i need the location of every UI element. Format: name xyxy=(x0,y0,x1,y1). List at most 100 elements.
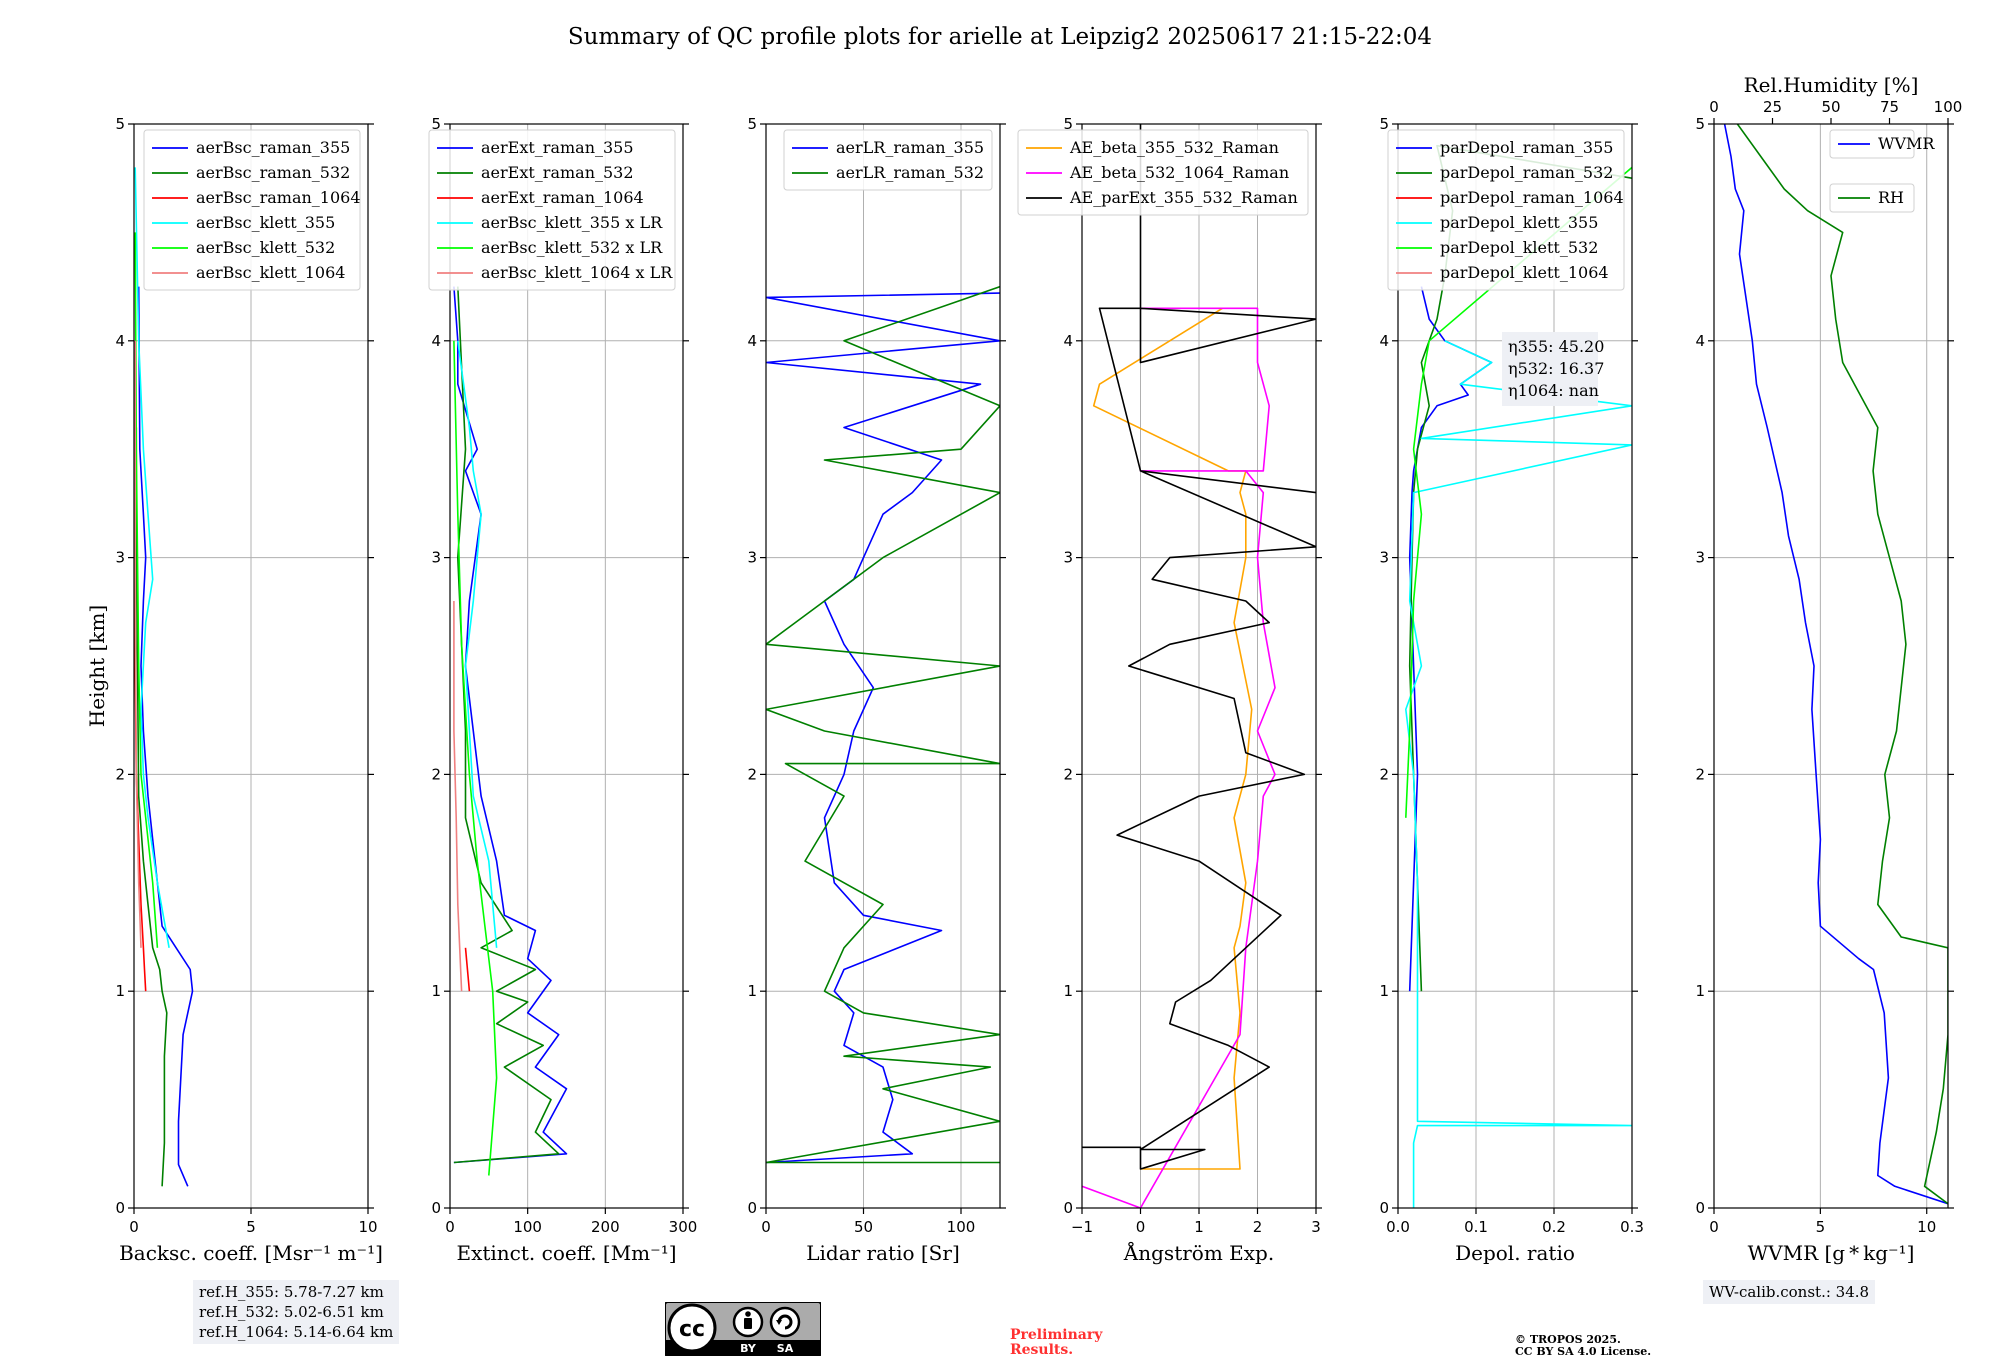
legend-label: aerLR_raman_355 xyxy=(836,138,984,157)
legend-label: WVMR xyxy=(1878,134,1935,153)
legend-label: parDepol_klett_1064 xyxy=(1440,263,1609,282)
y-tick-label: 3 xyxy=(1695,549,1705,567)
x-tick-label: 5 xyxy=(246,1218,256,1236)
legend-label: aerLR_raman_532 xyxy=(836,163,984,182)
axes-frame xyxy=(765,123,1001,1209)
legend-box xyxy=(783,129,993,191)
x-tick-label: 1 xyxy=(1194,1218,1204,1236)
legend-box xyxy=(143,129,361,291)
y-tick-label: 1 xyxy=(431,982,441,1000)
y-tick-label: 0 xyxy=(431,1199,441,1217)
legend-label: aerBsc_klett_355 x LR xyxy=(481,213,663,232)
axes-frame xyxy=(449,123,684,1209)
panel-5: 0.0 0.1 0.2 0.3 0 1 2 3 4 5 Depol. ratio parDepol_r… xyxy=(1379,115,1643,1265)
y-tick-label: 4 xyxy=(1379,332,1389,350)
series-line-pardepol-klett-355 xyxy=(1405,340,1632,1208)
y-axis-label: Height [km] xyxy=(85,605,109,727)
y-tick-label: 2 xyxy=(747,765,757,783)
x-tick-label: 0 xyxy=(445,1218,455,1236)
y-tick-label: 1 xyxy=(1695,982,1705,1000)
y-tick-label: 2 xyxy=(431,765,441,783)
x-tick-label: 0.2 xyxy=(1542,1218,1566,1236)
y-tick-label: 0 xyxy=(1695,1199,1705,1217)
x-tick-label: 50 xyxy=(854,1218,873,1236)
cc-by-sa-license-badge: cc BY SA xyxy=(664,1301,822,1357)
axes-frame xyxy=(1713,123,1949,1209)
wv-calib-box: WV-calib.const.: 34.8 xyxy=(1703,1280,1876,1304)
y-tick-label: 1 xyxy=(1379,982,1389,1000)
legend-label: aerExt_raman_355 xyxy=(481,138,634,157)
y-tick-label: 1 xyxy=(1063,982,1073,1000)
y-tick-label: 5 xyxy=(1063,115,1073,133)
y-tick-label: 4 xyxy=(431,332,441,350)
x-tick-label: 300 xyxy=(669,1218,698,1236)
series-group xyxy=(134,167,194,1187)
x-axis-label: Lidar ratio [Sr] xyxy=(806,1241,960,1265)
y-tick-label: 3 xyxy=(431,549,441,567)
x2-tick-label: 50 xyxy=(1821,98,1840,116)
x2-tick-label: 0 xyxy=(1709,98,1719,116)
copyright-line-1: © TROPOS 2025. xyxy=(1515,1333,1621,1346)
y-tick-label: 1 xyxy=(115,982,125,1000)
legend-label: aerBsc_klett_355 xyxy=(196,213,335,232)
y-tick-label: 5 xyxy=(1695,115,1705,133)
legend-label: aerBsc_raman_355 xyxy=(196,138,350,157)
x-tick-label: 100 xyxy=(513,1218,542,1236)
y-tick-label: 0 xyxy=(1379,1199,1389,1217)
series-group xyxy=(766,285,1000,1164)
svg-text:cc: cc xyxy=(679,1317,705,1342)
svg-text:BY: BY xyxy=(740,1342,757,1355)
series-line-aerbsc-raman-355 xyxy=(137,286,194,1187)
y-tick-label: 4 xyxy=(747,332,757,350)
refh-355: ref.H_355: 5.78-7.27 km xyxy=(199,1283,384,1301)
y-tick-label: 0 xyxy=(115,1199,125,1217)
panel-3: 0 50 100 0 1 2 3 4 5 Lidar ratio [Sr] aerLR_raman_… xyxy=(747,115,1006,1265)
x-tick-label: 0 xyxy=(1709,1218,1719,1236)
y-tick-label: 3 xyxy=(747,549,757,567)
svg-text:SA: SA xyxy=(777,1342,794,1355)
legend-label: parDepol_klett_532 xyxy=(1440,238,1598,257)
series-line-pardepol-raman-355 xyxy=(1408,286,1493,992)
preliminary-line-1: Preliminary xyxy=(1010,1327,1103,1343)
series-line-rh xyxy=(1736,124,1948,1205)
x-tick-label: 100 xyxy=(947,1218,976,1236)
copyright-line-2: CC BY SA 4.0 License. xyxy=(1515,1345,1652,1358)
legend-label: aerBsc_klett_532 x LR xyxy=(481,238,663,257)
refh-1064: ref.H_1064: 5.14-6.64 km xyxy=(199,1323,394,1341)
legend-label: aerExt_raman_1064 xyxy=(481,188,644,207)
y-tick-label: 0 xyxy=(747,1199,757,1217)
series-line-ae-beta-355-532-raman xyxy=(1092,307,1253,1170)
y-tick-label: 0 xyxy=(1063,1199,1073,1217)
x2-tick-label: 25 xyxy=(1763,98,1782,116)
x-tick-label: 10 xyxy=(1917,1218,1936,1236)
x-tick-label: −1 xyxy=(1071,1218,1093,1236)
y-tick-label: 1 xyxy=(747,982,757,1000)
legend-label: AE_parExt_355_532_Raman xyxy=(1069,188,1298,207)
eta-annotation-line: η1064: nan xyxy=(1508,381,1599,400)
series-line-aerbsc-klett-532-x-lr xyxy=(453,340,498,1176)
legend-label: aerBsc_klett_1064 xyxy=(196,263,345,282)
legend-label: parDepol_klett_355 xyxy=(1440,213,1598,232)
series-group xyxy=(453,286,568,1176)
legend-label: aerExt_raman_532 xyxy=(481,163,634,182)
series-line-aerbsc-klett-355 xyxy=(134,167,170,948)
y-tick-label: 2 xyxy=(1695,765,1705,783)
x-tick-label: 0.0 xyxy=(1386,1218,1410,1236)
axes-frame xyxy=(1397,123,1633,1209)
legend-label: aerBsc_klett_1064 x LR xyxy=(481,263,673,282)
series-line-aerbsc-klett-532 xyxy=(134,232,159,948)
series-group xyxy=(1405,144,1632,1208)
x-tick-label: 2 xyxy=(1253,1218,1263,1236)
legend-box xyxy=(1829,183,1915,213)
legend-label: aerBsc_raman_1064 xyxy=(196,188,361,207)
x-axis-label: Backsc. coeff. [Msr⁻¹ m⁻¹] xyxy=(119,1241,383,1265)
eta-annotation-line: η532: 16.37 xyxy=(1508,359,1604,378)
legend-label: parDepol_raman_532 xyxy=(1440,163,1613,182)
x-tick-label: 10 xyxy=(358,1218,377,1236)
series-line-wvmr xyxy=(1723,124,1948,1205)
y-tick-label: 2 xyxy=(1063,765,1073,783)
